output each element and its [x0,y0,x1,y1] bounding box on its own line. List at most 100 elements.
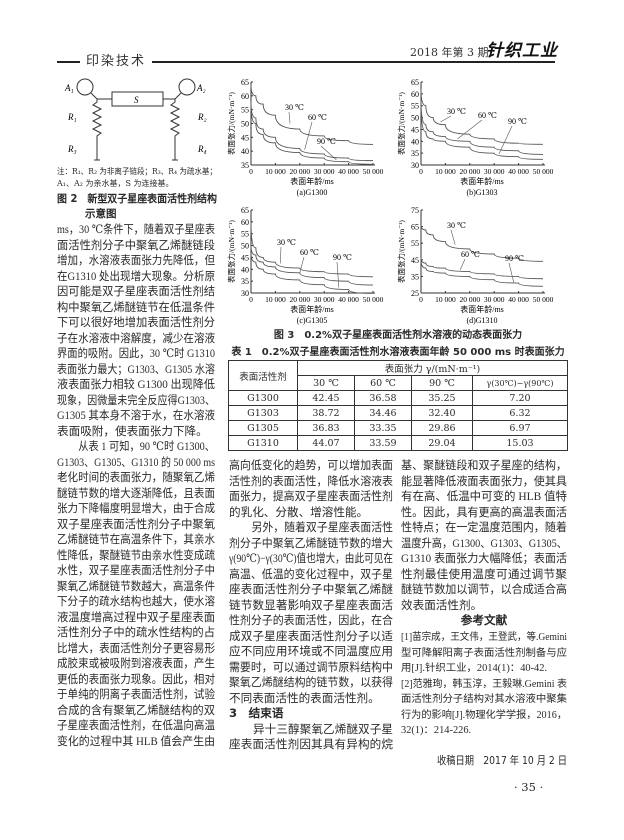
table-col-header: γ(30℃)−γ(90℃) [472,375,568,391]
cell-value: 44.07 [297,435,355,451]
text-line: 剂分子中聚氧乙烯醚链节数的增大 [229,536,394,550]
x-tick-label: 20 000 [289,295,310,304]
chart-(c)G1305: 30 35 40 45 50 55 60 65 0 10 000 20 000 30 000 40 00… [226,206,384,325]
text-line: 界面的吸附。因此，30 ℃时 G1310 [57,347,215,360]
y-tick-label: 65 [411,78,419,87]
row-name: G1300 [228,390,298,406]
text-line: 醚链节数加以调节，以合成适合高 [401,583,568,596]
chart-(d)G1310: 25 35 45 55 65 75 0 10 000 20 000 30 000 40 000 50 … [396,206,554,325]
text-line: 高温、低温的变化过程中，双子星 [229,567,394,581]
text-line: 表面张力最大；G1303、G1305 水溶 [57,362,216,376]
text-line: 异十三醇聚氧乙烯醚双子星 [253,722,393,736]
issue-label: 2018 年第 3 期 [410,46,489,59]
series-label: 90 ℃ [333,253,352,262]
series-label: 30 ℃ [285,103,304,112]
text-line: 参考文献 [460,613,508,627]
x-tick-label: 50 000 [363,167,384,176]
y-tick-label: 65 [241,78,249,87]
y-axis-label: 表面张力/(mN·m⁻¹) [226,220,236,283]
text-line: 成双子星座表面活性剂分子以适 [229,629,393,643]
text-line: 链节数显著影响双子星座表面活 [229,598,393,612]
row-name: G1310 [228,435,298,451]
x-tick-label: 50 000 [363,295,384,304]
table-col-header: 60 ℃ [354,375,412,391]
series-label: 30 ℃ [447,221,466,230]
series-leader-line [450,229,456,245]
x-tick-label: 40 000 [508,295,529,304]
y-tick-label: 60 [241,92,249,101]
series-label: 60 ℃ [300,248,319,257]
table1-title: 表 1 0.2%双子星座表面活性剂水溶液表面年龄 50 000 ms 时表面张力 [231,347,565,358]
text-line: 性剂分子的表面活性，因此，在合 [229,614,394,627]
text-line: 聚氧乙烯醚链节数越大，高温条件 [57,579,216,593]
x-tick-label: 10 000 [265,167,286,176]
y-tick-label: 55 [241,106,249,115]
x-axis-label: 表面年龄/ms [460,176,504,186]
gemini-structure-diagram: A₁ A₂ S R₁ R₂ R₃ R₄ [64,78,207,161]
y-tick-label: 50 [241,120,249,129]
text-line: G1310 表面张力大幅降低；表面活 [401,552,568,565]
series-label: 30 ℃ [447,107,466,116]
y-tick-label: 55 [241,230,249,239]
chart-caption: (c)G1305 [297,316,328,325]
y-tick-label: 35 [411,149,419,158]
text-line: 子在水溶液中溶解度，减少在溶液 [57,331,216,345]
text-line: 温度升高，G1300、G1303、G1305、 [401,536,567,550]
text-line: ms，30 ℃条件下，随着双子星座表 [57,223,216,236]
y-tick-label: 65 [411,223,419,232]
y-tick-label: 30 [411,161,419,170]
figure2-note: 注：R₁、R₂ 为非离子链段；R₃、R₄ 为疏水基； A₁、A₂ 为亲水基，S … [57,166,217,190]
y-tick-label: 65 [241,206,249,215]
label-a1: A₁ [64,83,74,93]
text-line: 行为的影响[J].物理化学学报，2016， [401,709,567,721]
series-line-0 [250,84,374,145]
series-label: 60 ℃ [308,113,327,122]
table-header-surfactant: 表面活性剂 [228,360,298,391]
cell-value: 32.40 [411,405,473,421]
text-line: 于单纯的阴离子表面活性剂，试验 [57,688,216,701]
text-line: 活性剂分子中的疏水性结构的占 [57,626,215,639]
text-line: 张力下降幅度明显增大，由于合成 [57,502,216,515]
text-line: 性剂最佳使用温度可通过调节聚 [401,567,567,581]
right-column-text: 基、聚醚链段和双子星座的结构， 能显著降低液面表面张力，使其具 有在高、低温中可变的… [401,458,567,629]
label-r1: R₁ [67,112,77,122]
table-row: G1305 36.83 33.35 29.86 6.97 [228,420,568,436]
section-title: 印染技术 [80,50,153,69]
series-label: 90 ℃ [317,137,336,146]
text-line: 液表面张力相较 G1300 出现降低 [57,378,215,391]
text-line: 变化的过程中其 HLB 值会产生由 [57,734,216,748]
left-column-text: ms，30 ℃条件下，随着双子星座表 面活性剂分子中聚氧乙烯醚链段 增加，水溶液表面… [57,222,215,749]
text-line: 面活性剂分子结构对其水溶液中聚集 [401,694,568,705]
x-tick-label: 20 000 [289,167,310,176]
y-tick-label: 30 [241,289,249,298]
x-tick-label: 40 000 [338,167,359,176]
text-line: 液温度增高过程中双子星座表面 [57,610,215,624]
row-name: G1303 [228,405,298,421]
series-label: 60 ℃ [461,250,480,259]
x-tick-label: 30 000 [314,295,335,304]
series-leader-line [498,125,513,154]
caption-line: 图 2 新型双子星座表面活性剂结构 [57,193,217,205]
text-line: 能显著降低液面表面张力，使其具 [401,474,568,488]
note-line: 注：R₁、R₂ 为非离子链段；R₃、R₄ 为疏水基； [57,167,218,176]
y-axis-label: 表面张力/(mN·m⁻¹) [226,92,236,155]
series-label: 30 ℃ [277,238,296,247]
x-axis-label: 表面年龄/ms [460,304,504,314]
y-tick-label: 40 [241,265,249,274]
series-line-2 [250,104,374,165]
series-leader-line [336,261,340,288]
x-tick-label: 0 [419,295,423,304]
y-tick-label: 50 [411,114,419,123]
table-col-header: 30 ℃ [297,375,355,391]
text-line: G1305 其本身不溶于水，在水溶液 [57,409,216,422]
y-tick-label: 45 [241,253,249,262]
text-line: 不同表面活性的表面活性剂。 [229,691,380,705]
y-tick-label: 35 [241,277,249,286]
text-line: 效表面活性剂。 [401,598,483,612]
series-leader-line [459,258,466,271]
chart-(b)G1303: 30 35 40 45 50 55 60 65 0 10 000 20 000 30 000 40 00… [396,78,554,197]
series-line-2 [250,252,374,294]
text-line: 成胶束或被吸附到溶液表面，产生 [57,657,216,670]
journal-logo: 针织工业 [486,41,558,61]
cell-value: 6.97 [472,420,568,436]
